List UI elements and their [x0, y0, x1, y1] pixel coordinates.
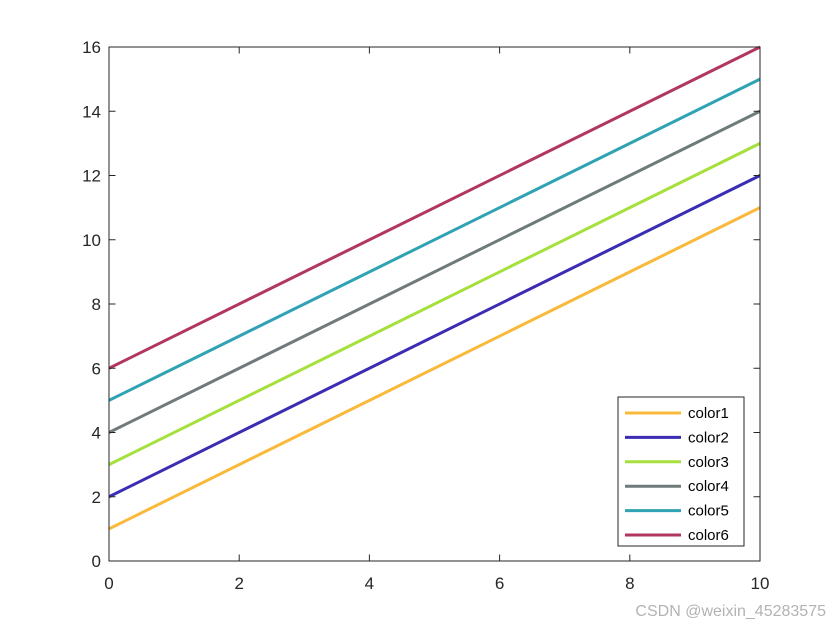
series-line-color2 — [108, 174, 761, 499]
x-tick-label: 10 — [751, 574, 770, 593]
x-tick-label: 0 — [104, 574, 113, 593]
series-line-color1 — [108, 206, 761, 531]
series-line-color6 — [108, 45, 761, 370]
x-tick-label: 8 — [625, 574, 634, 593]
y-tick-label: 16 — [82, 38, 101, 57]
y-tick-label: 12 — [82, 167, 101, 186]
x-tick-label: 6 — [495, 574, 504, 593]
x-tick-label: 4 — [365, 574, 374, 593]
y-tick-label: 14 — [82, 102, 101, 121]
legend-label-color5: color5 — [688, 503, 729, 520]
x-tick-label: 2 — [234, 574, 243, 593]
series-layer — [108, 45, 761, 531]
y-tick-label: 4 — [92, 424, 101, 443]
y-tick-label: 2 — [92, 488, 101, 507]
series-line-color5 — [108, 77, 761, 402]
y-tick-label: 10 — [82, 231, 101, 250]
legend-label-color3: color3 — [688, 454, 729, 471]
y-tick-label: 0 — [92, 552, 101, 571]
legend-box — [617, 396, 745, 547]
y-tick-label: 8 — [92, 295, 101, 314]
series-line-color3 — [108, 142, 761, 466]
legend-label-color2: color2 — [688, 429, 729, 446]
series-line-color4 — [108, 109, 761, 434]
legend: color1 color2 color3 color4 color5 color6 — [617, 396, 745, 547]
legend-label-color6: color6 — [688, 527, 729, 544]
legend-label-color1: color1 — [688, 405, 729, 422]
legend-label-color4: color4 — [688, 478, 729, 495]
watermark-text: CSDN @weixin_45283575 — [635, 603, 826, 620]
axes: 0 2 4 6 8 10 0 2 4 6 8 10 12 14 16 — [82, 38, 769, 593]
y-tick-label: 6 — [92, 359, 101, 378]
